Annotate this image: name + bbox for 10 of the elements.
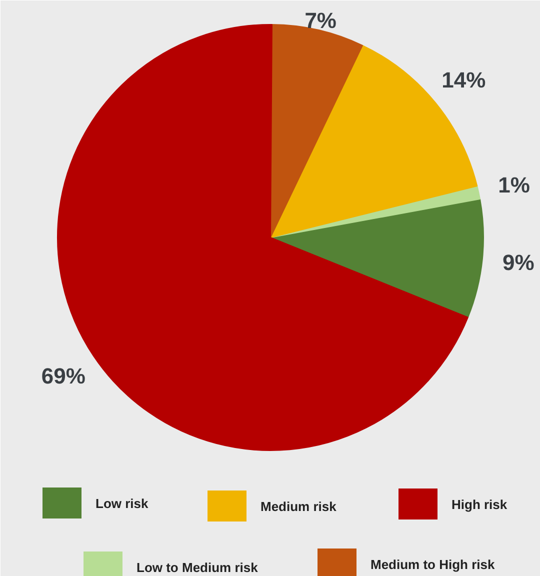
- legend-label: Medium to High risk: [370, 557, 496, 572]
- data-label: 7%: [304, 8, 336, 33]
- legend-label: High risk: [452, 497, 508, 512]
- data-label: 9%: [502, 250, 534, 276]
- legend-label: Medium risk: [260, 499, 338, 514]
- legend-label: Low risk: [96, 496, 150, 511]
- legend-label: Low to Medium risk: [136, 560, 259, 575]
- data-label: 1%: [498, 172, 530, 198]
- data-label: 69%: [41, 364, 86, 389]
- data-label: 14%: [442, 67, 486, 92]
